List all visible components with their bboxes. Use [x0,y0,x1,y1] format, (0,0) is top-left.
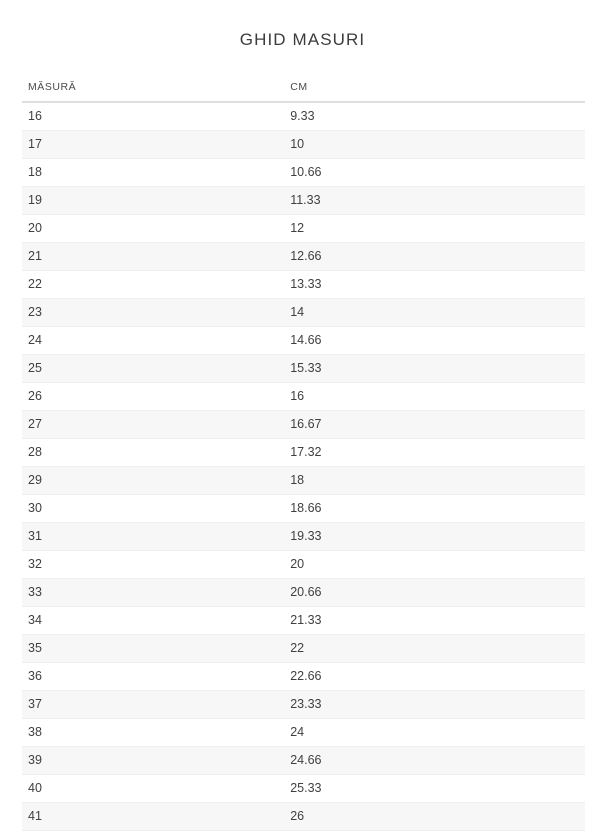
cell-size: 25 [22,354,285,383]
size-table-container: MĂSURĂ CM 16 9.33 17 10 18 10.66 19 11.33 20 12 21… [0,81,605,831]
cell-cm: 21.33 [284,606,585,635]
cell-cm: 19.33 [284,522,585,551]
cell-cm: 14 [284,298,585,327]
table-row: 38 24 [22,718,585,747]
table-row: 19 11.33 [22,186,585,215]
cell-size: 17 [22,130,285,159]
cell-size: 35 [22,634,285,663]
cell-size: 36 [22,662,285,691]
cell-cm: 17.32 [284,438,585,467]
cell-size: 39 [22,746,285,775]
cell-cm: 22.66 [284,662,585,691]
cell-size: 23 [22,298,285,327]
table-row: 25 15.33 [22,354,585,383]
table-row: 20 12 [22,214,585,243]
cell-size: 19 [22,186,285,215]
cell-cm: 20.66 [284,578,585,607]
cell-cm: 18.66 [284,494,585,523]
size-guide-table: MĂSURĂ CM 16 9.33 17 10 18 10.66 19 11.33 20 12 21… [22,81,585,831]
cell-cm: 24 [284,718,585,747]
cell-cm: 16.67 [284,410,585,439]
cell-cm: 12.66 [284,242,585,271]
table-row: 17 10 [22,130,585,159]
table-row: 34 21.33 [22,606,585,635]
column-header-size: MĂSURĂ [22,81,285,103]
cell-size: 32 [22,550,285,579]
table-row: 22 13.33 [22,270,585,299]
cell-cm: 11.33 [284,186,585,215]
cell-cm: 25.33 [284,774,585,803]
table-row: 31 19.33 [22,522,585,551]
cell-size: 29 [22,466,285,495]
table-row: 27 16.67 [22,410,585,439]
cell-size: 30 [22,494,285,523]
table-row: 24 14.66 [22,326,585,355]
cell-cm: 9.33 [284,102,585,131]
table-row: 33 20.66 [22,578,585,607]
cell-size: 40 [22,774,285,803]
cell-size: 37 [22,690,285,719]
cell-size: 18 [22,158,285,187]
cell-cm: 22 [284,634,585,663]
cell-size: 41 [22,802,285,831]
table-row: 29 18 [22,466,585,495]
cell-cm: 15.33 [284,354,585,383]
table-row: 16 9.33 [22,102,585,131]
cell-cm: 20 [284,550,585,579]
cell-size: 34 [22,606,285,635]
cell-size: 20 [22,214,285,243]
cell-size: 33 [22,578,285,607]
cell-cm: 24.66 [284,746,585,775]
cell-size: 21 [22,242,285,271]
cell-size: 16 [22,102,285,131]
table-row: 28 17.32 [22,438,585,467]
table-header: MĂSURĂ CM [22,81,585,103]
column-header-cm: CM [284,81,585,103]
table-body: 16 9.33 17 10 18 10.66 19 11.33 20 12 21 12.66 22 13.… [22,102,585,831]
table-row: 18 10.66 [22,158,585,187]
cell-cm: 10.66 [284,158,585,187]
cell-size: 27 [22,410,285,439]
cell-cm: 18 [284,466,585,495]
table-row: 41 26 [22,802,585,831]
cell-size: 31 [22,522,285,551]
table-row: 21 12.66 [22,242,585,271]
cell-size: 24 [22,326,285,355]
cell-size: 28 [22,438,285,467]
table-row: 32 20 [22,550,585,579]
table-row: 35 22 [22,634,585,663]
cell-size: 26 [22,382,285,411]
table-row: 37 23.33 [22,690,585,719]
page-title: GHID MASURI [239,30,366,49]
cell-size: 22 [22,270,285,299]
table-row: 36 22.66 [22,662,585,691]
cell-cm: 23.33 [284,690,585,719]
table-row: 40 25.33 [22,774,585,803]
table-header-row: MĂSURĂ CM [22,81,585,103]
table-row: 26 16 [22,382,585,411]
table-row: 23 14 [22,298,585,327]
table-row: 39 24.66 [22,746,585,775]
table-row: 30 18.66 [22,494,585,523]
cell-cm: 14.66 [284,326,585,355]
cell-cm: 13.33 [284,270,585,299]
cell-cm: 16 [284,382,585,411]
cell-cm: 12 [284,214,585,243]
cell-cm: 10 [284,130,585,159]
cell-size: 38 [22,718,285,747]
cell-cm: 26 [284,802,585,831]
